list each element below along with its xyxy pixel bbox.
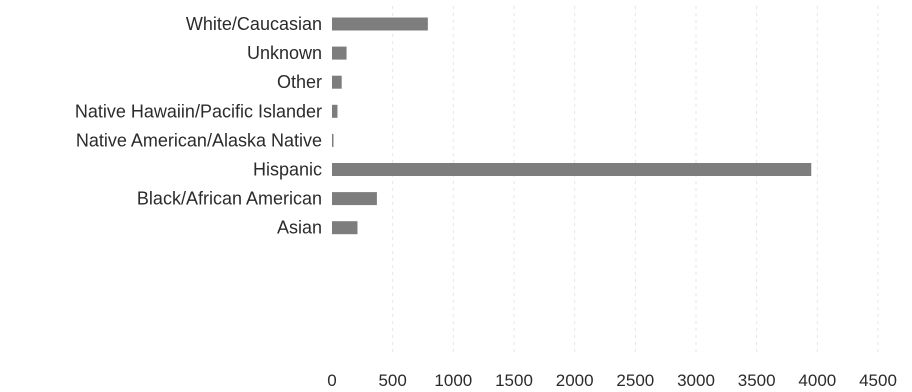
bar bbox=[332, 192, 377, 206]
bar bbox=[332, 75, 342, 89]
x-tick-label: 0 bbox=[327, 371, 336, 390]
bar bbox=[332, 133, 334, 147]
category-label: Native American/Alaska Native bbox=[76, 130, 322, 150]
x-tick-label: 4500 bbox=[859, 371, 897, 390]
category-label: Hispanic bbox=[253, 160, 322, 180]
category-label: Black/African American bbox=[137, 189, 322, 209]
x-axis-tick-labels: 0 500 1000 1500 2000 2500 3000 3500 4000 4500 bbox=[327, 371, 897, 390]
gridlines bbox=[392, 6, 879, 352]
category-labels: White/Caucasian Unknown Other Native Hawaii… bbox=[75, 14, 322, 238]
category-label: Other bbox=[277, 72, 322, 92]
x-tick-label: 500 bbox=[378, 371, 406, 390]
x-tick-label: 3500 bbox=[738, 371, 776, 390]
category-label: Native Hawaiin/Pacific Islander bbox=[75, 101, 322, 121]
category-label: White/Caucasian bbox=[186, 14, 322, 34]
x-tick-label: 3000 bbox=[677, 371, 715, 390]
bar bbox=[332, 221, 358, 235]
x-tick-label: 1500 bbox=[495, 371, 533, 390]
bar bbox=[332, 163, 812, 176]
category-label: Unknown bbox=[247, 43, 322, 63]
bar bbox=[332, 17, 428, 31]
x-tick-label: 4000 bbox=[798, 371, 836, 390]
bars bbox=[332, 17, 812, 235]
bar bbox=[332, 46, 347, 60]
x-tick-label: 2500 bbox=[616, 371, 654, 390]
x-tick-label: 2000 bbox=[556, 371, 594, 390]
bar bbox=[332, 104, 338, 118]
category-label: Asian bbox=[277, 218, 322, 238]
x-tick-label: 1000 bbox=[434, 371, 472, 390]
